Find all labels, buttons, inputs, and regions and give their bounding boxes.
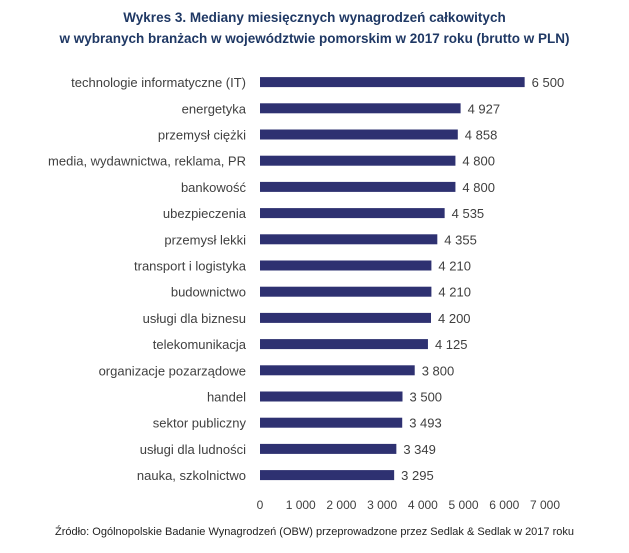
- category-label: telekomunikacja: [153, 337, 247, 352]
- x-tick-label: 1 000: [286, 498, 316, 512]
- x-tick-label: 5 000: [449, 498, 479, 512]
- category-label: usługi dla biznesu: [143, 311, 246, 326]
- category-label: sektor publiczny: [153, 416, 247, 431]
- category-label: handel: [207, 390, 246, 405]
- x-tick-label: 6 000: [489, 498, 519, 512]
- category-label: media, wydawnictwa, reklama, PR: [48, 154, 246, 169]
- category-label: transport i logistyka: [134, 259, 247, 274]
- data-label: 4 210: [438, 259, 471, 274]
- bar: [260, 312, 431, 323]
- data-label: 4 125: [435, 337, 468, 352]
- category-label: organizacje pozarządowe: [99, 363, 246, 378]
- data-label: 4 355: [444, 232, 477, 247]
- data-label: 4 927: [468, 101, 501, 116]
- category-label: przemysł lekki: [164, 232, 246, 247]
- bar: [260, 286, 432, 297]
- bar: [260, 77, 525, 88]
- bar: [260, 155, 456, 166]
- bar: [260, 470, 395, 481]
- data-label: 4 800: [462, 180, 495, 195]
- bar: [260, 339, 428, 350]
- chart-subtitle: w wybranych branżach w województwie pomo…: [59, 31, 570, 46]
- category-label: technologie informatyczne (IT): [71, 75, 246, 90]
- x-tick-label: 3 000: [367, 498, 397, 512]
- bar: [260, 365, 415, 376]
- bar: [260, 443, 397, 454]
- data-label: 3 493: [409, 416, 442, 431]
- bar: [260, 391, 403, 402]
- data-label: 4 200: [438, 311, 471, 326]
- category-label: bankowość: [181, 180, 247, 195]
- data-label: 3 295: [401, 468, 434, 483]
- category-label: usługi dla ludności: [140, 442, 246, 457]
- data-label: 4 210: [438, 285, 471, 300]
- chart-title: Wykres 3. Mediany miesięcznych wynagrodz…: [123, 10, 506, 25]
- bar: [260, 181, 456, 192]
- category-label: przemysł ciężki: [158, 128, 246, 143]
- source-note: Źródło: Ogólnopolskie Badanie Wynagrodze…: [54, 526, 574, 538]
- category-label: energetyka: [182, 101, 247, 116]
- data-label: 3 349: [403, 442, 436, 457]
- bar: [260, 129, 458, 140]
- x-tick-label: 4 000: [408, 498, 438, 512]
- category-label: ubezpieczenia: [163, 206, 247, 221]
- category-label: nauka, szkolnictwo: [137, 468, 246, 483]
- x-tick-label: 2 000: [326, 498, 356, 512]
- bar: [260, 103, 461, 114]
- bar: [260, 260, 432, 271]
- data-label: 4 800: [462, 154, 495, 169]
- bar: [260, 208, 445, 219]
- x-tick-label: 7 000: [530, 498, 560, 512]
- x-tick-label: 0: [257, 498, 264, 512]
- data-label: 4 535: [452, 206, 485, 221]
- category-label: budownictwo: [171, 285, 246, 300]
- data-label: 4 858: [465, 128, 498, 143]
- bar: [260, 417, 403, 428]
- data-label: 3 800: [422, 363, 455, 378]
- bar: [260, 234, 438, 245]
- data-label: 6 500: [532, 75, 565, 90]
- data-label: 3 500: [410, 390, 443, 405]
